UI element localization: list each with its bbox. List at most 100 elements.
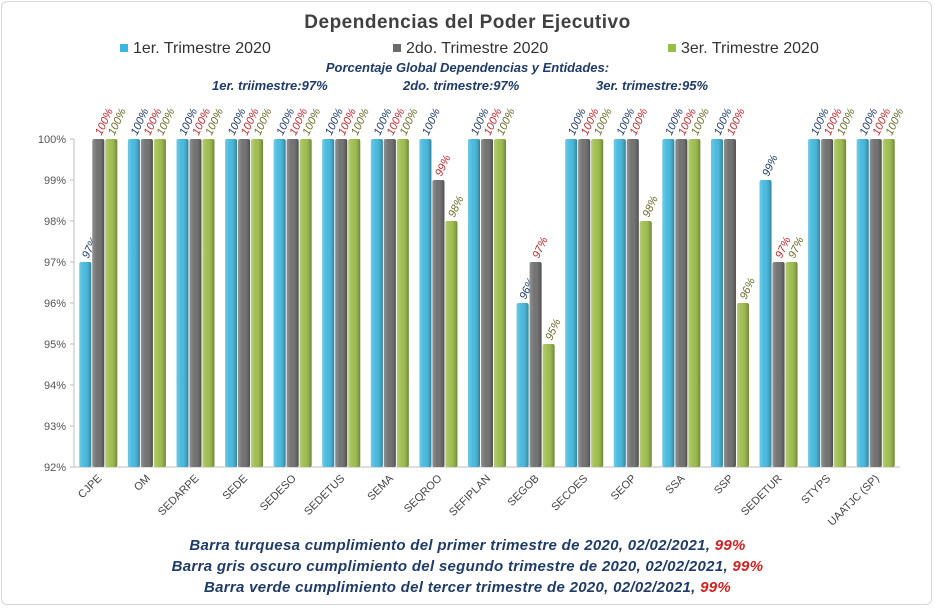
bar-shading [468,139,480,467]
y-tick-label: 96% [44,298,66,310]
legend-item-q1: 1er. Trimestre 2020 [120,40,271,58]
global-q3: 3er. trimestre:95% [596,78,709,93]
bar-shading [299,139,312,467]
global-q2: 2do. trimestre:97% [403,78,520,93]
bar-shading [613,139,626,467]
x-tick-label: SEDESO [258,472,299,513]
legend: 1er. Trimestre 2020 2do. Trimestre 2020 … [0,40,935,60]
bar-shading [516,303,529,467]
bar-shading [202,139,215,467]
bar-shading [322,139,335,467]
x-tick-label: STYPS [799,473,833,507]
bar-shading [396,139,409,467]
legend-label-q2: 2do. Trimestre 2020 [406,40,549,57]
bar-shading [529,262,542,467]
footer-pct-2: 99% [732,558,764,575]
bar-shading [286,139,299,467]
bar-shading [882,139,895,467]
bar-shading [821,139,834,467]
y-tick-label: 92% [44,462,66,474]
bar-shading [710,139,723,467]
bar-shading [675,139,688,467]
legend-label-q3: 3er. Trimestre 2020 [681,40,819,57]
legend-swatch-q3 [668,43,676,52]
bar-shading [785,262,798,467]
bar-shading [736,303,749,467]
legend-swatch-q2 [393,43,401,52]
x-tick-label: SSP [712,473,736,497]
data-label: 96% [738,276,758,301]
x-tick-label: SEQROO [402,472,445,515]
data-label: 98% [641,194,661,219]
y-tick-label: 95% [44,339,66,351]
data-label: 98% [446,194,466,219]
footer-pct-3: 99% [700,579,732,596]
x-tick-label: SEGOB [506,473,542,509]
legend-item-q2: 2do. Trimestre 2020 [393,40,548,58]
x-tick-label: CJPE [76,473,104,501]
bar-shading [225,139,238,467]
bar-shading [105,139,118,467]
global-percentage-title: Porcentaje Global Dependencias y Entidad… [325,60,610,75]
x-tick-label: SEDETUS [302,473,347,518]
bar-shading [639,221,652,467]
data-label: 95% [543,317,563,342]
bar-shading [445,221,458,467]
x-tick-label: SEFIPLAN [447,473,493,519]
bar-shading [772,262,785,467]
bar-shading [153,139,166,467]
chart-title: Dependencias del Poder Ejecutivo [304,12,631,33]
bar-shading [626,139,639,467]
bar-shading [92,139,105,467]
footer-line-2: Barra gris oscuro cumplimiento del segun… [0,558,935,575]
bar-shading [176,139,189,467]
x-tick-label: SSA [663,472,688,497]
bar-shading [759,180,772,467]
y-tick-label: 93% [44,421,66,433]
y-tick-label: 94% [44,380,66,392]
x-tick-label: SEDARPE [156,473,202,519]
legend-swatch-q1 [120,43,128,52]
bar-shading [79,262,92,467]
data-label: 99% [433,153,453,178]
y-tick-label: 100% [38,134,66,146]
bar-shading [273,139,286,467]
bar-shading [662,139,675,467]
x-tick-label: SECOES [549,473,590,514]
bar-shading [189,139,202,467]
footer-line-1: Barra turquesa cumplimiento del primer t… [0,537,935,554]
bar-shading [432,180,445,467]
footer-text-1: Barra turquesa cumplimiento del primer t… [189,537,715,554]
legend-item-q3: 3er. Trimestre 2020 [668,40,819,58]
x-tick-label: SEDETUR [739,473,785,519]
y-tick-label: 98% [44,216,66,228]
x-tick-label: OM [132,473,153,494]
data-label: 99% [760,153,780,178]
bar-shading [140,139,153,467]
bar-shading [494,139,506,467]
bar-shading [348,139,361,467]
bar-shading [238,139,251,467]
footer-text-2: Barra gris oscuro cumplimiento del segun… [171,558,733,575]
bar-shading [383,139,396,467]
bar-shading [542,344,555,467]
y-tick-label: 99% [44,175,66,187]
x-tick-label: SEDE [221,473,251,503]
bar-shading [834,139,847,467]
bar-shading [481,139,493,467]
bar-shading [869,139,882,467]
y-tick-label: 97% [44,257,66,269]
data-label: 100% [420,106,443,137]
legend-label-q1: 1er. Trimestre 2020 [133,40,271,57]
x-tick-label: SEMA [365,472,396,503]
data-label: 97% [530,235,550,260]
x-tick-label: UAATJC (SP) [826,473,882,529]
bar-shading [808,139,821,467]
footer-pct-1: 99% [714,537,746,554]
footer-line-3: Barra verde cumplimiento del tercer trim… [0,579,935,596]
bar-shading [688,139,701,467]
x-tick-label: SEOP [609,473,639,503]
bar-shading [370,139,383,467]
